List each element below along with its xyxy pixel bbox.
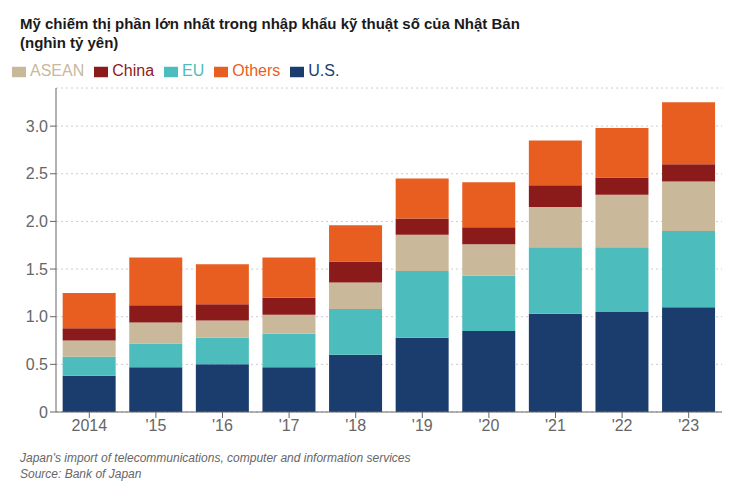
svg-text:'22: '22 [612,417,633,434]
svg-text:2014: 2014 [72,417,108,434]
svg-text:0.5: 0.5 [26,356,48,373]
svg-text:'18: '18 [345,417,366,434]
svg-text:'23: '23 [678,417,699,434]
svg-text:1.0: 1.0 [26,308,48,325]
svg-text:'17: '17 [279,417,300,434]
svg-text:3.0: 3.0 [26,118,48,135]
svg-text:'16: '16 [212,417,233,434]
html-text:Others: Others [232,62,281,79]
svg-text:2.5: 2.5 [26,165,48,182]
html-text:ASEAN: ASEAN [30,62,85,79]
svg-text:'19: '19 [412,417,433,434]
svg-text:0: 0 [39,404,48,421]
html-text:U.S.: U.S. [308,62,340,79]
html-text:Source: Bank of Japan: Source: Bank of Japan [20,467,142,481]
html-text:China: China [112,62,155,79]
svg-text:'15: '15 [145,417,166,434]
html-text:EU: EU [182,62,205,79]
html-text:Mỹ chiếm thị phần lớn nhất tro: Mỹ chiếm thị phần lớn nhất trong nhập kh… [20,15,520,32]
html-text:Japan's import of telecommunic: Japan's import of telecommunications, co… [20,451,411,465]
html-text:(nghìn tỷ yên): (nghìn tỷ yên) [20,34,119,51]
svg-text:2.0: 2.0 [26,213,48,230]
svg-text:'21: '21 [545,417,566,434]
svg-text:'20: '20 [478,417,499,434]
svg-text:1.5: 1.5 [26,261,48,278]
